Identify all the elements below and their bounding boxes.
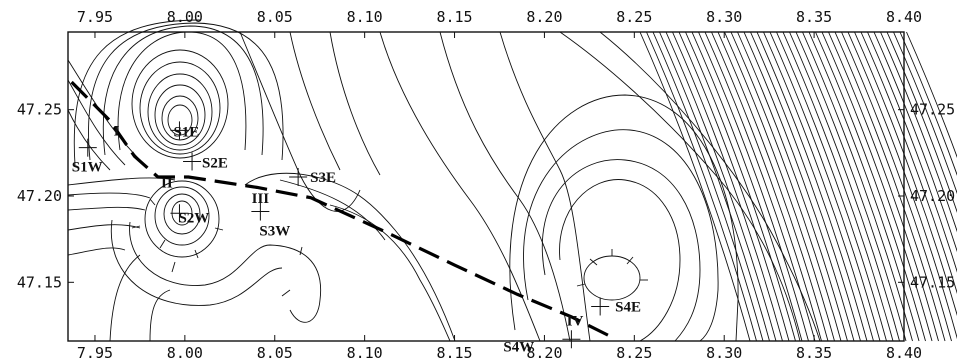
dense-contour-line (698, 31, 809, 342)
x-tick-label-bottom: 8.20 (526, 344, 562, 362)
x-tick-label-bottom: 8.40 (886, 344, 922, 362)
section-label-ii: II (161, 175, 173, 191)
x-tick-label-top: 8.40 (886, 8, 922, 26)
y-tick-label-right: 47.15 (910, 273, 955, 291)
dense-contour-line (899, 31, 957, 176)
dense-contour-line (639, 31, 751, 342)
dense-contour-line (704, 31, 816, 342)
x-tick-label-top: 8.25 (616, 8, 652, 26)
dense-contour-line (776, 31, 887, 342)
x-tick-label-top: 8.00 (167, 8, 203, 26)
x-tick-label-top: 8.10 (347, 8, 383, 26)
axis-ticks: 7.95 7.95 8.00 8.00 8.05 8.05 8.10 8.10 8.15 8.15… (17, 8, 955, 362)
x-tick-label-bottom: 8.00 (167, 344, 203, 362)
dense-contour-line (808, 31, 920, 342)
x-tick-label-top: 8.20 (526, 8, 562, 26)
site-label: S4E (615, 299, 641, 315)
x-tick-label-bottom: 7.95 (77, 344, 113, 362)
dense-contour-line (782, 31, 894, 342)
x-tick-label-bottom: 8.10 (347, 344, 383, 362)
site-s3w: S3W (251, 202, 290, 240)
dense-contour-line (737, 31, 848, 342)
dense-contour-field (639, 31, 957, 342)
dense-contour-line (867, 31, 957, 273)
site-label: S2W (178, 210, 209, 226)
dense-contour-line (847, 31, 957, 340)
dense-contour-line (906, 31, 957, 159)
dense-contour-line (854, 31, 957, 317)
dense-contour-line (860, 31, 957, 295)
y-tick-label-left: 47.15 (17, 273, 62, 291)
dense-contour-line (769, 31, 881, 342)
section-label-i: I (114, 124, 120, 140)
dense-contour-line (873, 31, 957, 253)
site-s4e: S4E (591, 297, 641, 316)
dense-contour-line (750, 31, 861, 342)
dense-contour-line (815, 31, 926, 342)
site-label: S3E (310, 170, 336, 186)
dense-contour-line (789, 31, 900, 342)
y-tick-label-right: 47.25 (910, 101, 955, 119)
x-tick-label-top: 8.15 (436, 8, 472, 26)
x-tick-label-bottom: 8.05 (257, 344, 293, 362)
dense-contour-line (665, 31, 777, 342)
x-tick-label-bottom: 8.15 (436, 344, 472, 362)
dense-contour-line (756, 31, 868, 342)
dense-contour-line (711, 31, 822, 342)
dense-contour-line (743, 31, 855, 342)
contour-lines (67, 19, 821, 342)
y-tick-label-left: 47.25 (17, 101, 62, 119)
dense-contour-line (802, 31, 913, 342)
site-s1e: S1E (170, 121, 199, 140)
dense-contour-line (646, 31, 757, 342)
x-tick-label-bottom: 8.25 (616, 344, 652, 362)
dense-contour-line (724, 31, 835, 342)
x-tick-label-top: 7.95 (77, 8, 113, 26)
dense-contour-line (893, 31, 957, 195)
dense-contour-line (763, 31, 874, 342)
map-frame (67, 31, 905, 342)
site-s3e: S3E (289, 168, 336, 187)
profile-line (70, 80, 614, 339)
dense-contour-line (652, 31, 764, 342)
dense-contour-line (821, 31, 933, 342)
dense-contour-line (828, 31, 939, 342)
x-tick-label-bottom: 8.35 (796, 344, 832, 362)
dense-contour-line (880, 31, 957, 233)
x-tick-label-top: 8.35 (796, 8, 832, 26)
section-label-iii: III (252, 191, 270, 207)
y-tick-label-left: 47.20 (17, 187, 62, 205)
dense-contour-line (691, 31, 803, 342)
dense-contour-line (795, 31, 907, 342)
dense-contour-line (678, 31, 790, 342)
site-s2e: S2E (183, 152, 228, 171)
x-tick-label-top: 8.05 (257, 8, 293, 26)
dense-contour-line (659, 31, 770, 342)
site-s2w: S2W (170, 204, 209, 226)
dense-contour-line (685, 31, 796, 342)
depression-hachures (131, 198, 648, 297)
dense-contour-line (886, 31, 957, 213)
site-s4w: S4W (503, 330, 581, 355)
profile-dashed-line (70, 80, 614, 339)
dense-contour-line (841, 31, 952, 342)
x-tick-label-bottom: 8.30 (706, 344, 742, 362)
site-label: S1W (72, 160, 103, 176)
site-s1w: S1W (72, 138, 103, 176)
dense-contour-line (672, 31, 783, 342)
site-label: S2E (202, 155, 228, 171)
dense-contour-line (834, 31, 946, 342)
x-tick-label-top: 8.30 (706, 8, 742, 26)
site-label: S1E (173, 124, 199, 140)
y-tick-label-right: 47.20 (910, 187, 955, 205)
dense-contour-line (730, 31, 842, 342)
dense-contour-line (717, 31, 829, 342)
section-label-iv: IV (567, 313, 584, 329)
site-label: S4W (503, 339, 534, 355)
site-label: S3W (259, 224, 290, 240)
